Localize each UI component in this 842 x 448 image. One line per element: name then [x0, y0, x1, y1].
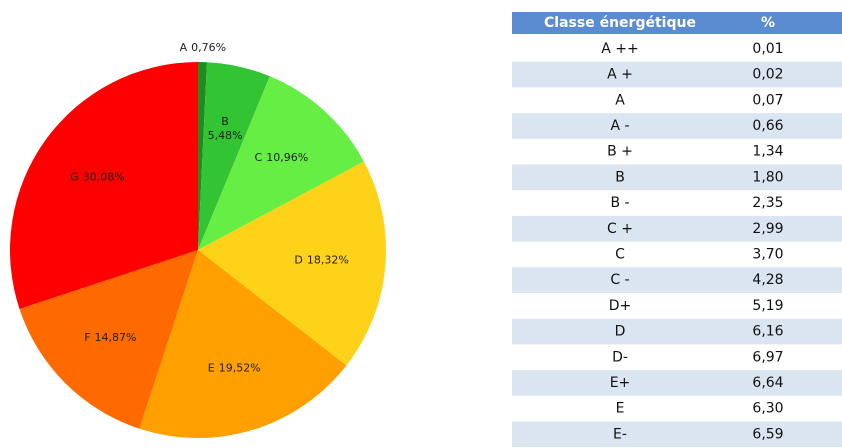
- table-cell: D-: [612, 349, 628, 365]
- table-cell: B: [615, 169, 625, 185]
- table-row-bg: [512, 61, 842, 88]
- table-row-bg: [512, 267, 842, 293]
- slice-category: D: [294, 254, 302, 267]
- table-cell: A ++: [601, 41, 639, 57]
- slice-value: 30,08%: [83, 170, 125, 183]
- slice-label: G 30,08%: [70, 170, 124, 183]
- table-cell: E-: [613, 426, 627, 442]
- slice-value: 10,96%: [266, 151, 308, 164]
- table-row-bg: [512, 421, 842, 448]
- table-cell: E+: [610, 375, 631, 391]
- table-row-bg: [512, 164, 842, 191]
- slice-value: 0,76%: [191, 41, 226, 54]
- table-row-bg: [512, 318, 842, 345]
- table-cell: A +: [607, 67, 633, 83]
- pie-slice: [139, 250, 347, 438]
- table-cell: 5,19: [752, 298, 783, 314]
- slice-label: C 10,96%: [255, 151, 309, 164]
- slice-category: C: [255, 151, 263, 164]
- slice-value: 5,48%: [208, 129, 243, 142]
- slice-category: G: [70, 170, 79, 183]
- table-cell: B -: [610, 195, 629, 211]
- table-cell: 6,30: [752, 401, 783, 417]
- table-cell: D+: [609, 298, 632, 314]
- slice-label: E 19,52%: [208, 362, 261, 375]
- slice-value: 18,32%: [307, 254, 349, 267]
- slice-category: B: [221, 115, 229, 128]
- slice-category: A: [180, 41, 188, 54]
- slice-value: 14,87%: [95, 331, 137, 344]
- table-cell: A: [615, 92, 625, 108]
- table-cell: 6,16: [752, 324, 783, 340]
- table-cell: 0,01: [752, 41, 783, 57]
- table-cell: 1,34: [752, 144, 783, 160]
- table-cell: A -: [610, 118, 629, 134]
- table-cell: 2,99: [752, 221, 783, 237]
- table-cell: 3,70: [752, 246, 783, 262]
- table-cell: B +: [607, 144, 633, 160]
- table-cell: 0,07: [752, 92, 783, 108]
- table-cell: C +: [607, 221, 633, 237]
- slice-label: B 5,48%: [208, 115, 243, 142]
- table-cell: 1,80: [752, 169, 783, 185]
- slice-value: 19,52%: [219, 362, 261, 375]
- table-cell: 6,59: [752, 426, 783, 442]
- table-header-bg: [512, 12, 842, 34]
- table-header: %: [761, 15, 775, 31]
- pie-slice: [10, 62, 199, 310]
- table-cell: 0,02: [752, 67, 783, 83]
- table-cell: 6,64: [752, 375, 783, 391]
- slice-category: E: [208, 362, 215, 375]
- table-row-bg: [512, 215, 842, 242]
- table-cell: 6,97: [752, 349, 783, 365]
- pie-slice: [198, 76, 364, 250]
- table-row-bg: [512, 370, 842, 396]
- table-cell: 2,35: [752, 195, 783, 211]
- table-cell: 0,66: [752, 118, 783, 134]
- table-cell: C -: [610, 272, 629, 288]
- pie-slice: [198, 62, 207, 250]
- pie-slice: [198, 161, 386, 366]
- pie-slice: [198, 62, 270, 250]
- slice-category: F: [84, 331, 90, 344]
- table-cell: D: [615, 324, 626, 340]
- pie-slice: [19, 250, 198, 429]
- table-header: Classe énergétique: [544, 15, 696, 31]
- slice-label: F 14,87%: [84, 331, 136, 344]
- table-cell: 4,28: [752, 272, 783, 288]
- table-cell: E: [616, 401, 625, 417]
- table-row-bg: [512, 113, 842, 139]
- table-cell: C: [615, 246, 625, 262]
- slice-label: A 0,76%: [180, 41, 226, 54]
- slice-label: D 18,32%: [294, 254, 348, 267]
